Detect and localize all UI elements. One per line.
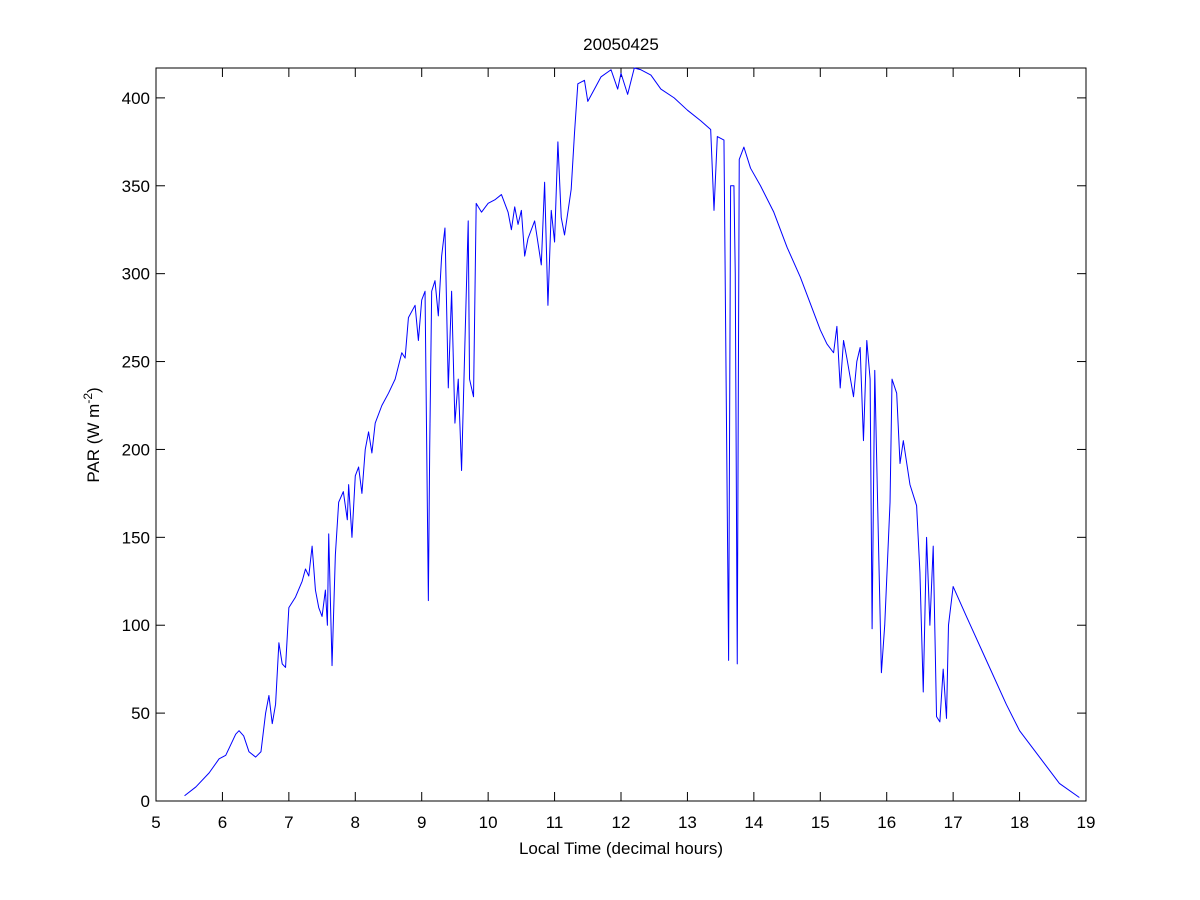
x-tick-label: 19 [1077, 813, 1096, 832]
x-tick-label: 12 [612, 813, 631, 832]
x-tick-label: 18 [1010, 813, 1029, 832]
y-tick-label: 300 [122, 265, 150, 284]
y-tick-label: 400 [122, 89, 150, 108]
x-tick-label: 5 [151, 813, 160, 832]
y-tick-label: 250 [122, 353, 150, 372]
y-tick-label: 50 [131, 704, 150, 723]
x-tick-label: 15 [811, 813, 830, 832]
chart-title: 20050425 [583, 35, 659, 54]
y-tick-label: 200 [122, 440, 150, 459]
y-tick-label: 350 [122, 177, 150, 196]
y-axis-label-suffix: ) [84, 387, 103, 393]
x-tick-label: 13 [678, 813, 697, 832]
x-tick-label: 6 [218, 813, 227, 832]
y-axis-label-superscript: -2 [81, 393, 95, 404]
y-tick-label: 150 [122, 528, 150, 547]
x-tick-label: 7 [284, 813, 293, 832]
y-tick-label: 100 [122, 616, 150, 635]
x-tick-label: 8 [351, 813, 360, 832]
y-tick-label: 0 [141, 792, 150, 811]
x-tick-label: 16 [877, 813, 896, 832]
x-tick-label: 9 [417, 813, 426, 832]
data-line [184, 67, 1080, 798]
x-axis-label: Local Time (decimal hours) [519, 839, 723, 858]
x-tick-label: 11 [546, 813, 564, 832]
x-tick-label: 17 [944, 813, 963, 832]
y-axis-label: PAR (W m-2) [81, 387, 103, 482]
x-tick-label: 10 [479, 813, 498, 832]
y-axis-label-text: PAR (W m [84, 404, 103, 483]
x-tick-label: 14 [744, 813, 763, 832]
